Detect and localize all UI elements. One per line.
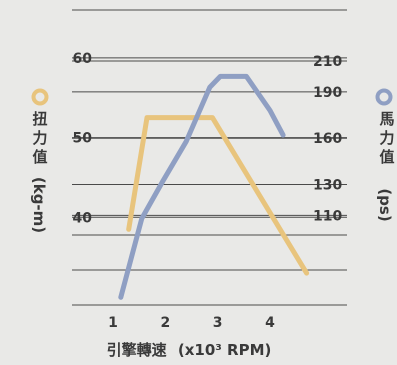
x-tick-label: 1 [108, 315, 118, 331]
x-axis-ticks: 1 2 3 4 [108, 315, 275, 331]
x-axis-unit: (x10³ RPM) [178, 341, 272, 359]
left-tick-label: 50 [73, 131, 93, 147]
left-tick-label: 40 [73, 210, 93, 226]
right-axis-ticks: 110 130 160 190 210 [313, 54, 342, 224]
horsepower-series-line [118, 73, 286, 300]
right-tick-label: 130 [313, 178, 342, 194]
right-tick-label: 160 [313, 131, 342, 147]
series-layer [118, 73, 310, 300]
right-tick-label: 190 [313, 85, 342, 101]
x-axis-title: 引擎轉速 (x10³ RPM) [107, 341, 272, 359]
left-tick-label: 60 [73, 51, 93, 67]
gridlines [72, 9, 347, 306]
x-axis-label: 引擎轉速 [107, 341, 167, 359]
left-axis-label: 扭力值 [32, 110, 47, 166]
torque-legend-marker [31, 88, 49, 106]
left-axis-unit: (kg-m) [30, 177, 48, 233]
right-tick-label: 110 [313, 208, 342, 224]
right-tick-label: 210 [313, 54, 342, 70]
right-axis-unit: (ps) [376, 188, 394, 221]
torque-series-line [126, 115, 310, 276]
x-tick-label: 2 [160, 315, 170, 331]
horsepower-legend-marker [375, 88, 393, 106]
right-axis-label: 馬力值 [379, 110, 394, 166]
x-tick-label: 3 [213, 315, 223, 331]
x-tick-label: 4 [265, 315, 275, 331]
left-axis-ticks: 40 50 60 [73, 51, 93, 226]
